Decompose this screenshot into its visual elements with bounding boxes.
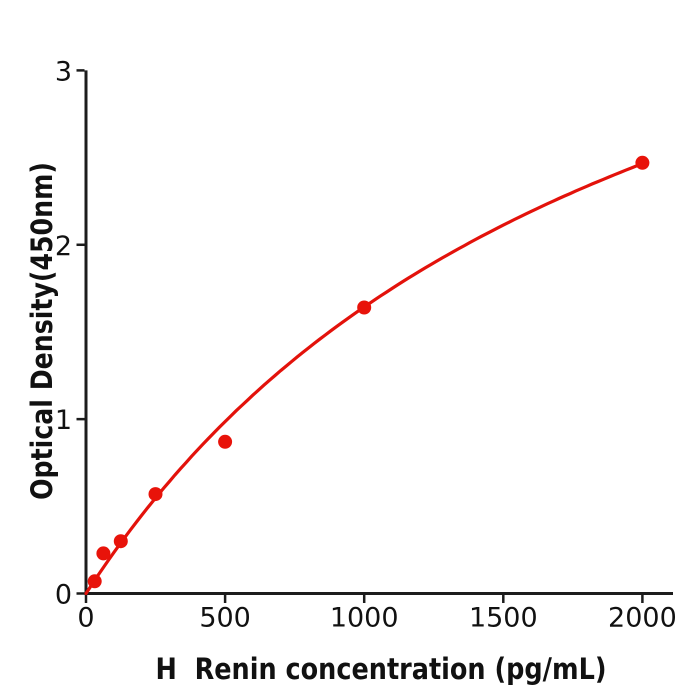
y-axis-label: Optical Density(450nm) [25,162,59,500]
y-tick-label: 3 [55,56,72,87]
data-point [96,546,111,561]
data-point [357,300,372,315]
data-point [113,534,128,549]
y-tick-label: 1 [55,405,72,436]
data-point [87,574,102,589]
x-tick-label: 500 [199,603,251,634]
x-tick-label: 2000 [608,603,677,634]
x-tick-label: 0 [77,603,94,634]
data-point [635,155,650,170]
fit-curve [84,162,644,596]
x-tick-label: 1000 [330,603,399,634]
data-points [87,155,650,589]
x-tick-label: 1500 [469,603,538,634]
data-point [218,434,233,449]
x-axis-label: H Renin concentration (pg/mL) [155,652,607,686]
x-axis: 0 500 1000 1500 2000 [77,592,677,634]
y-tick-label: 2 [55,231,72,262]
y-axis: 0 1 2 3 [55,56,88,611]
data-point [148,487,163,502]
y-tick-label: 0 [55,580,72,611]
